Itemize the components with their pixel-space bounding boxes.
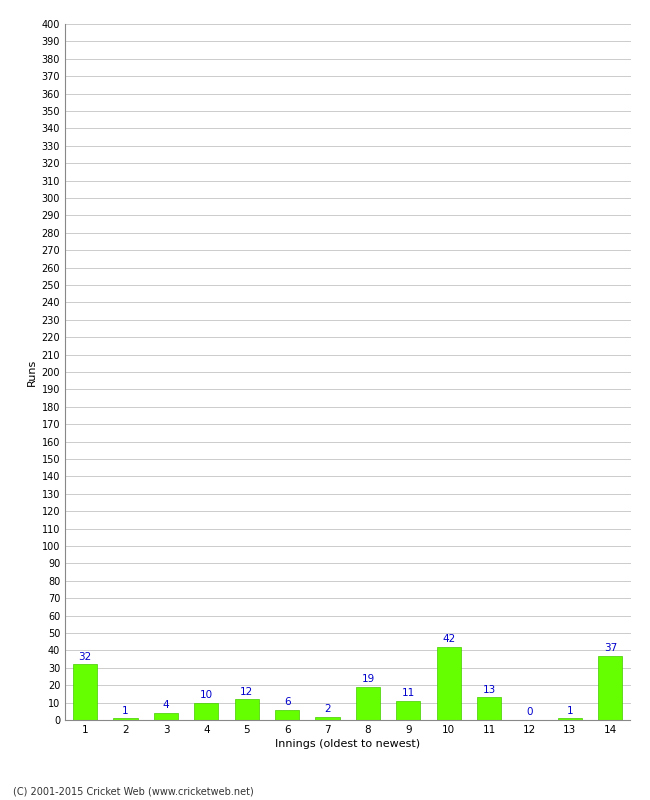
Bar	[396, 701, 421, 720]
Text: 10: 10	[200, 690, 213, 700]
Bar	[154, 713, 178, 720]
Bar	[437, 647, 461, 720]
Text: 19: 19	[361, 674, 374, 684]
Text: 37: 37	[604, 643, 617, 653]
Bar	[315, 717, 340, 720]
Bar	[558, 718, 582, 720]
Text: 1: 1	[567, 706, 573, 716]
Bar	[235, 699, 259, 720]
Text: 4: 4	[162, 701, 169, 710]
Text: 2: 2	[324, 704, 331, 714]
Bar	[114, 718, 138, 720]
Bar	[73, 664, 98, 720]
Bar	[356, 687, 380, 720]
Text: 6: 6	[284, 697, 291, 707]
Text: (C) 2001-2015 Cricket Web (www.cricketweb.net): (C) 2001-2015 Cricket Web (www.cricketwe…	[13, 786, 254, 796]
X-axis label: Innings (oldest to newest): Innings (oldest to newest)	[275, 739, 421, 749]
Text: 32: 32	[79, 652, 92, 662]
Bar	[598, 656, 623, 720]
Bar	[477, 698, 501, 720]
Text: 42: 42	[442, 634, 456, 644]
Bar	[275, 710, 299, 720]
Bar	[194, 702, 218, 720]
Text: 11: 11	[402, 688, 415, 698]
Text: 0: 0	[526, 707, 533, 718]
Text: 12: 12	[240, 686, 254, 697]
Text: 1: 1	[122, 706, 129, 716]
Y-axis label: Runs: Runs	[27, 358, 37, 386]
Text: 13: 13	[482, 685, 496, 694]
